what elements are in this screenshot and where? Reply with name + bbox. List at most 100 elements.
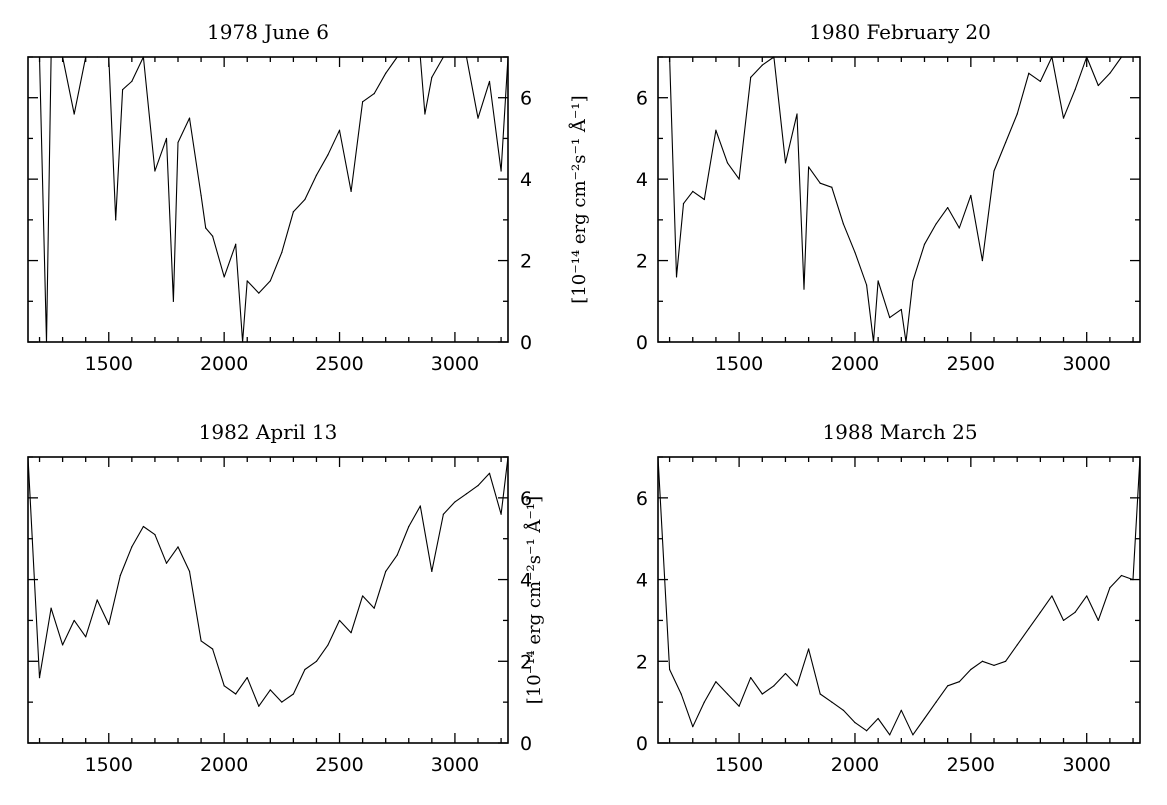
x-tick-label: 1500 — [85, 754, 133, 776]
y-tick-label: 0 — [636, 332, 648, 354]
data-point — [1062, 117, 1065, 119]
data-point — [923, 717, 926, 720]
data-point — [1097, 619, 1099, 622]
data-point — [970, 668, 972, 671]
data-point — [1109, 72, 1111, 74]
data-point — [246, 677, 248, 679]
data-point — [408, 56, 410, 58]
data-point — [819, 693, 821, 695]
x-tick-label: 2000 — [831, 754, 879, 776]
data-point — [1051, 56, 1053, 58]
data-point — [188, 570, 191, 573]
data-point — [715, 129, 717, 131]
data-point — [154, 170, 156, 172]
data-point — [465, 493, 468, 495]
data-point — [223, 685, 225, 687]
x-tick-label: 2500 — [315, 353, 363, 375]
data-point — [865, 284, 868, 286]
x-tick-label: 2000 — [200, 353, 248, 375]
data-point — [750, 76, 752, 78]
data-point — [246, 280, 248, 282]
data-point — [131, 80, 133, 83]
data-point — [854, 251, 856, 254]
data-point — [154, 534, 156, 536]
data-point — [900, 308, 902, 311]
data-point — [675, 276, 678, 278]
data-point — [958, 227, 960, 229]
data-point — [73, 619, 75, 622]
x-tick-label: 2500 — [947, 754, 995, 776]
data-point — [981, 259, 984, 262]
data-point — [165, 562, 168, 564]
plot-frame — [657, 56, 1141, 343]
data-point — [784, 162, 787, 164]
x-tick-label: 3000 — [431, 353, 479, 375]
data-point — [1086, 595, 1088, 597]
data-point — [703, 701, 705, 703]
data-point — [912, 280, 914, 282]
data-point — [108, 623, 110, 626]
data-point — [27, 456, 29, 458]
data-point — [281, 251, 283, 254]
data-point — [1051, 595, 1053, 597]
data-point — [803, 288, 805, 290]
y-tick-label: 0 — [520, 733, 532, 755]
data-point — [465, 56, 468, 58]
data-point — [115, 219, 117, 221]
data-point — [905, 341, 907, 343]
data-point — [408, 525, 410, 528]
x-tick-label: 2000 — [831, 353, 879, 375]
data-point — [1028, 72, 1030, 74]
data-point — [796, 685, 798, 687]
data-point — [281, 701, 283, 703]
data-point — [45, 341, 48, 343]
data-point — [165, 137, 168, 140]
data-point — [131, 546, 133, 548]
data-point — [188, 117, 191, 119]
data-point — [808, 648, 810, 650]
data-point — [773, 56, 775, 58]
data-point — [373, 607, 375, 609]
data-point — [1139, 56, 1141, 58]
data-point — [854, 721, 856, 724]
data-point — [488, 472, 491, 474]
y-axis-label: [10⁻¹⁴ erg cm⁻²s⁻¹ Å⁻¹] — [523, 496, 545, 704]
data-point — [1004, 141, 1007, 144]
data-point — [877, 280, 879, 282]
data-point — [1039, 611, 1041, 613]
data-point — [1039, 80, 1041, 83]
data-point — [1109, 587, 1111, 589]
data-point — [205, 227, 207, 229]
panel-2: 1980 February 20 1500 2000 2500 3000 0 2 4 6 [10⁻… — [568, 20, 1141, 375]
data-point — [500, 513, 502, 515]
data-point — [761, 64, 763, 66]
data-point — [292, 211, 294, 213]
x-tick-label: 1500 — [85, 353, 133, 375]
spectrum-series — [658, 56, 1140, 343]
data-point — [235, 693, 237, 695]
data-point — [500, 170, 502, 172]
data-point — [796, 113, 798, 115]
data-point — [177, 546, 179, 548]
data-point — [431, 570, 433, 573]
data-point — [442, 56, 444, 58]
data-point — [327, 154, 329, 156]
x-tick-label: 2000 — [200, 754, 248, 776]
data-point — [784, 672, 787, 675]
data-point — [454, 501, 456, 503]
panel-title: 1982 April 13 — [199, 420, 338, 444]
data-point — [477, 117, 479, 119]
data-point — [73, 113, 75, 115]
data-point — [738, 178, 740, 180]
data-point — [338, 619, 341, 622]
panel-title: 1980 February 20 — [809, 20, 991, 44]
data-point — [350, 190, 352, 192]
data-point — [396, 56, 398, 58]
data-point — [865, 730, 868, 732]
x-tick-label: 1500 — [715, 754, 763, 776]
data-point — [1097, 84, 1099, 87]
data-point — [1120, 574, 1123, 577]
data-point — [912, 734, 914, 736]
data-point — [96, 599, 98, 601]
